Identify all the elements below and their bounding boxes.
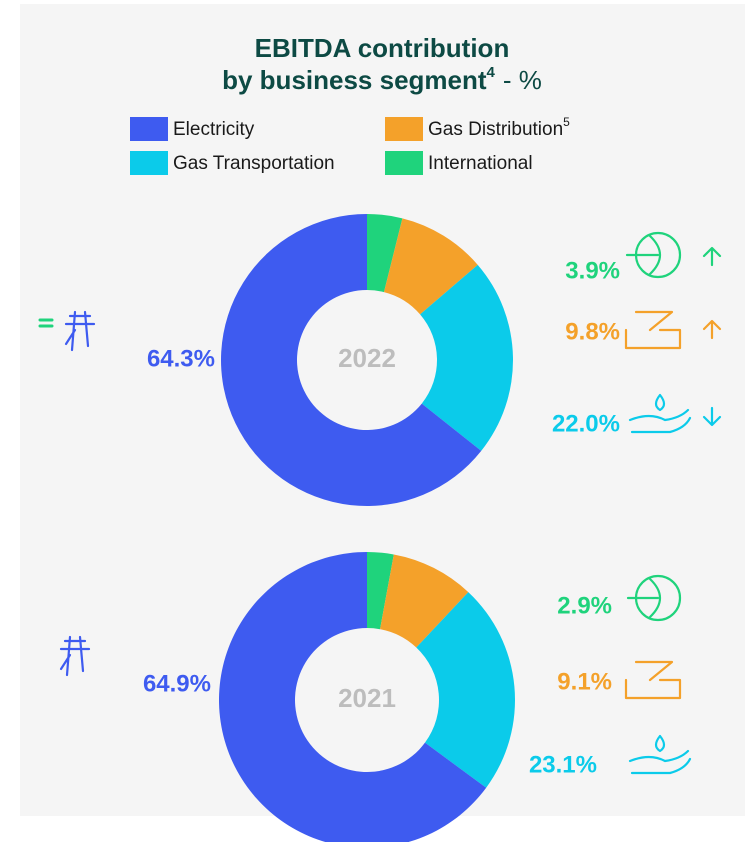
center-label: 2021 xyxy=(338,683,396,713)
donut-segment xyxy=(367,552,394,630)
data-label: 9.1% xyxy=(557,668,612,695)
footnote-mark: 4 xyxy=(487,64,496,81)
legend-text: Gas Transportation xyxy=(173,153,335,174)
title-suffix: - % xyxy=(503,65,542,95)
legend-label: Gas Transportation xyxy=(173,153,335,174)
data-label: 2.9% xyxy=(557,592,612,619)
donut-segment xyxy=(416,592,515,788)
legend-swatch xyxy=(130,117,168,141)
data-label: 64.9% xyxy=(143,670,211,697)
chart-title: EBITDA contribution xyxy=(255,33,510,63)
data-label: 9.8% xyxy=(565,318,620,345)
legend-text: International xyxy=(428,153,533,174)
legend-label: Electricity xyxy=(173,119,255,140)
icons xyxy=(59,574,692,775)
legend-swatch xyxy=(385,117,423,141)
donut-segment xyxy=(420,264,513,451)
donut-segment xyxy=(220,214,482,507)
donut-segment xyxy=(367,214,403,293)
title-text: by business segment xyxy=(222,65,487,95)
legend: Electricity Gas Distribution5 Gas Transpor… xyxy=(130,115,570,175)
donut-segment xyxy=(383,218,478,315)
data-label: 64.3% xyxy=(147,345,215,372)
legend-label: International xyxy=(428,153,533,174)
center-label: 2022 xyxy=(338,343,396,373)
data-label: 23.1% xyxy=(529,751,597,778)
footnote-mark: 5 xyxy=(563,115,570,129)
data-label: 22.0% xyxy=(552,410,620,437)
data-label: 3.9% xyxy=(565,257,620,284)
legend-text: Electricity xyxy=(173,119,255,140)
legend-swatch xyxy=(130,151,168,175)
legend-swatch xyxy=(385,151,423,175)
donut-segment xyxy=(380,554,469,648)
legend-text: Gas Distribution xyxy=(428,119,563,140)
donut-segment xyxy=(219,552,487,842)
legend-label: Gas Distribution5 xyxy=(428,115,570,140)
icons xyxy=(38,231,722,434)
chart-title: by business segment4 - % xyxy=(222,64,542,95)
